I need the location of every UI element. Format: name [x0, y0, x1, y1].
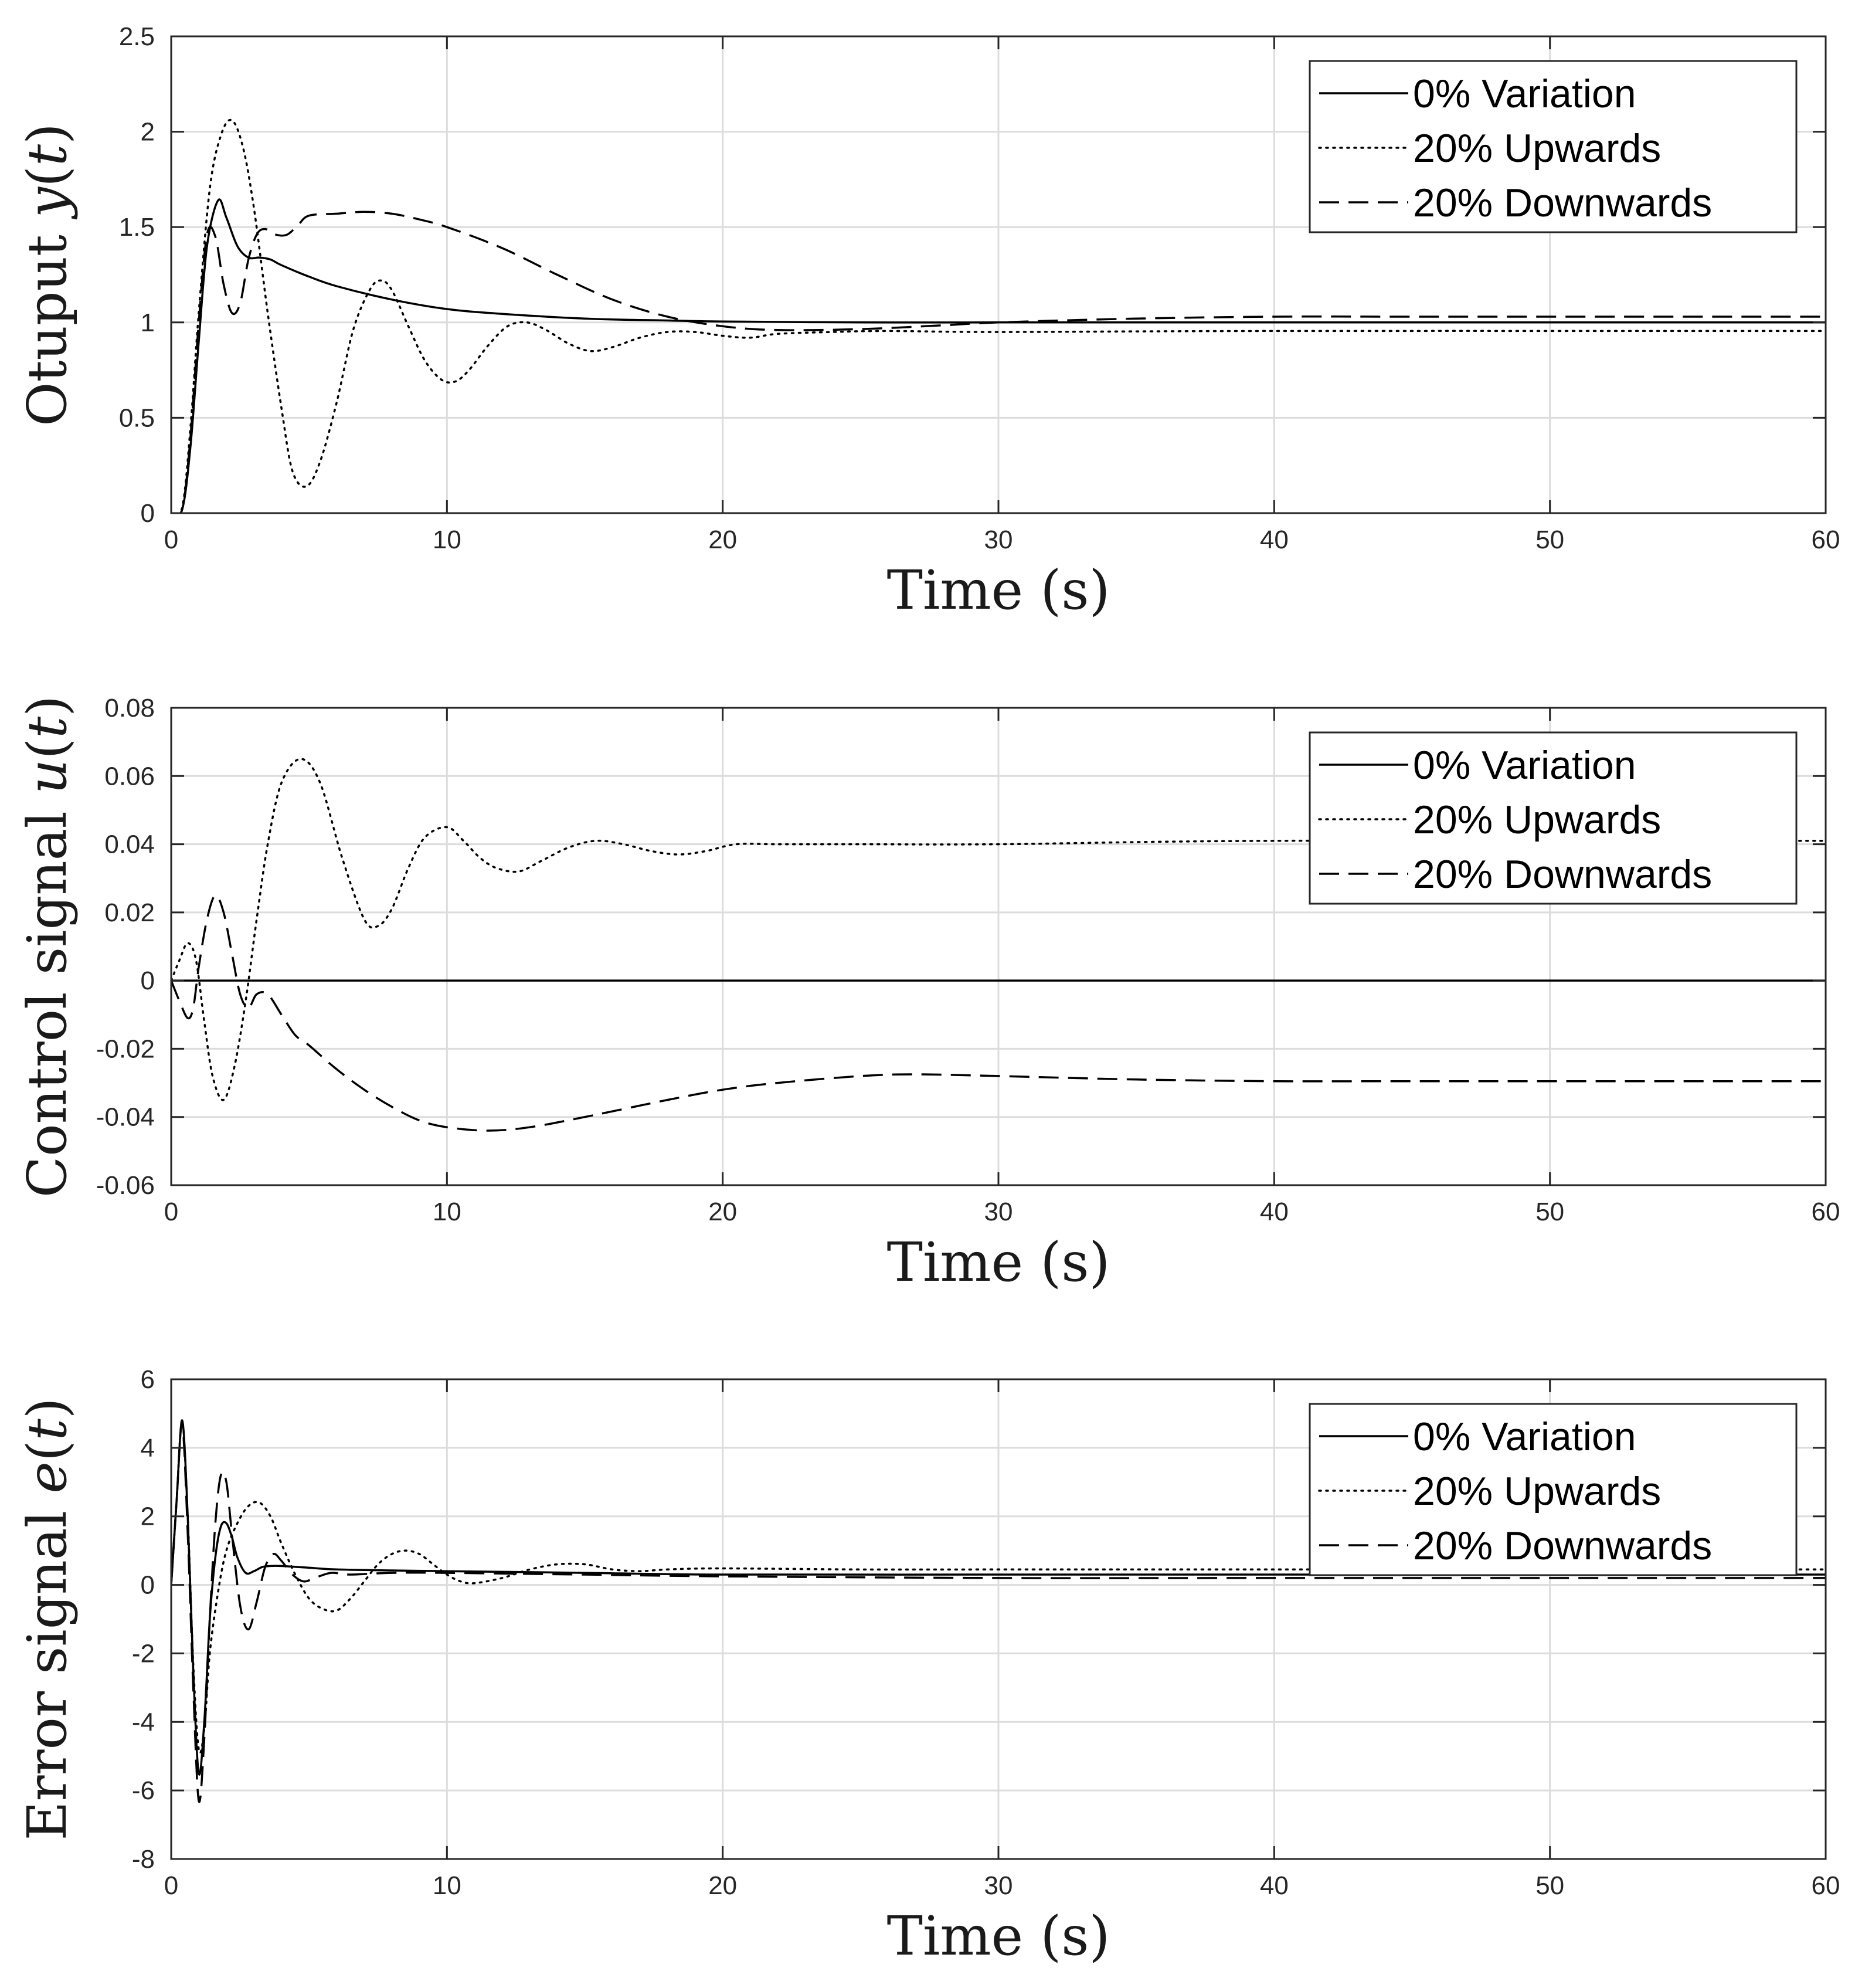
series-group: [171, 758, 1826, 1132]
x-tick-label: 0: [164, 1197, 178, 1226]
y-tick-label: 2: [141, 118, 155, 147]
legend: 0% Variation 20% Upwards 20% Downwards: [1309, 1403, 1798, 1576]
ticks: 0 10 20 30 40 50 60 -8 -6 -4 -2 0 2 4 6: [132, 1365, 1840, 1900]
x-tick-label: 40: [1260, 1197, 1289, 1226]
series-line-solid: [171, 198, 1826, 513]
y-tick-label: 0.06: [104, 762, 155, 791]
x-tick-label: 0: [164, 525, 178, 554]
x-axis-label: Time (s): [887, 1231, 1110, 1294]
chart-2: 0 10 20 30 40 50 60 -0.06 -0.04 -0.02 0 0.02 0.04 0.0…: [16, 694, 1840, 1294]
y-tick-label: 1.5: [119, 213, 155, 242]
x-tick-label: 50: [1535, 525, 1564, 554]
legend-label: 0% Variation: [1413, 1414, 1636, 1459]
x-tick-label: 30: [984, 525, 1013, 554]
series-line-dashed: [171, 894, 1826, 1132]
y-axis-label-part: (: [16, 738, 79, 759]
y-tick-label: 0: [141, 1571, 155, 1600]
x-tick-label: 40: [1260, 525, 1289, 554]
series-group: [171, 1419, 1826, 1803]
y-tick-label: 0.08: [104, 694, 155, 722]
legend-label: 0% Variation: [1413, 72, 1636, 116]
legend: 0% Variation 20% Upwards 20% Downwards: [1309, 731, 1798, 905]
y-tick-label: 1: [141, 308, 155, 337]
y-axis-label: Control signal u(t): [16, 696, 79, 1197]
y-axis-label-part: Error signal: [16, 1494, 79, 1841]
y-axis-label-part: (: [16, 1440, 79, 1461]
y-axis-label-part: t: [16, 716, 79, 738]
x-axis-label: Time (s): [887, 559, 1110, 622]
y-tick-label: 0: [141, 966, 155, 995]
y-tick-label: -6: [132, 1776, 155, 1805]
y-tick-label: 2: [141, 1502, 155, 1531]
y-axis-label-part: e: [16, 1461, 79, 1493]
legend: 0% Variation 20% Upwards 20% Downwards: [1309, 60, 1798, 233]
x-tick-label: 60: [1812, 1871, 1840, 1900]
y-tick-label: 4: [141, 1434, 155, 1463]
series-group: [171, 118, 1826, 513]
x-tick-label: 0: [164, 1871, 178, 1900]
legend-label: 20% Upwards: [1413, 1469, 1661, 1514]
y-tick-label: 0.04: [104, 830, 155, 859]
x-tick-label: 30: [984, 1197, 1013, 1226]
y-axis-label-part: ): [16, 696, 79, 717]
legend-label: 20% Upwards: [1413, 798, 1661, 842]
series-line-dotted: [171, 1419, 1826, 1754]
y-tick-label: 6: [141, 1365, 155, 1394]
y-tick-label: -0.02: [96, 1034, 155, 1063]
y-tick-label: -4: [132, 1708, 155, 1736]
x-tick-label: 10: [433, 1871, 461, 1900]
legend-label: 20% Downwards: [1413, 1524, 1712, 1568]
y-axis-label: Otuput y(t): [16, 123, 79, 426]
x-tick-label: 10: [433, 1197, 461, 1226]
x-tick-label: 30: [984, 1871, 1013, 1900]
legend-label: 20% Downwards: [1413, 852, 1712, 897]
series-line-dashed: [171, 211, 1826, 513]
x-axis-label: Time (s): [887, 1905, 1110, 1967]
y-axis-label-part: y: [16, 186, 79, 220]
y-axis-label-part: (: [16, 166, 79, 187]
series-line-dotted: [171, 758, 1826, 1101]
y-axis-label-part: Control signal: [16, 794, 79, 1197]
x-tick-label: 60: [1812, 1197, 1840, 1226]
y-tick-label: -0.06: [96, 1171, 155, 1200]
legend-label: 0% Variation: [1413, 743, 1636, 788]
y-axis-label-part: u: [16, 759, 79, 794]
x-tick-label: 20: [708, 1197, 737, 1226]
y-tick-label: 0.02: [104, 898, 155, 927]
x-tick-label: 50: [1535, 1197, 1564, 1226]
legend-box: [1309, 60, 1798, 233]
y-axis-label-part: t: [16, 144, 79, 166]
series-line-dotted: [171, 118, 1826, 513]
y-axis-label-part: t: [16, 1418, 79, 1440]
y-tick-label: 0: [141, 499, 155, 528]
x-tick-label: 10: [433, 525, 461, 554]
x-tick-label: 50: [1535, 1871, 1564, 1900]
y-tick-label: -2: [132, 1639, 155, 1668]
y-axis-label-part: Otuput: [16, 218, 79, 426]
y-tick-label: -0.04: [96, 1103, 155, 1132]
chart-3: 0 10 20 30 40 50 60 -8 -6 -4 -2 0 2 4 6 Time (s) Error s…: [16, 1365, 1840, 1967]
x-tick-label: 40: [1260, 1871, 1289, 1900]
chart-1: 0 10 20 30 40 50 60 0 0.5 1 1.5 2 2.5 Time (s) Otuput …: [16, 22, 1840, 622]
legend-box: [1309, 1403, 1798, 1576]
x-tick-label: 60: [1812, 525, 1840, 554]
y-axis-label-part: ): [16, 1397, 79, 1419]
legend-box: [1309, 731, 1798, 905]
series-line-dashed: [171, 1422, 1826, 1803]
x-tick-label: 20: [708, 525, 737, 554]
legend-label: 20% Downwards: [1413, 181, 1712, 225]
y-axis-label: Error signal e(t): [16, 1397, 79, 1840]
y-tick-label: 0.5: [119, 403, 155, 432]
legend-label: 20% Upwards: [1413, 126, 1661, 171]
y-axis-label-part: ): [16, 123, 79, 144]
ticks: 0 10 20 30 40 50 60 -0.06 -0.04 -0.02 0 0.02 0.04 0.0…: [96, 694, 1840, 1226]
y-tick-label: -8: [132, 1845, 155, 1874]
ticks: 0 10 20 30 40 50 60 0 0.5 1 1.5 2 2.5: [119, 22, 1840, 554]
x-tick-label: 20: [708, 1871, 737, 1900]
y-tick-label: 2.5: [119, 22, 155, 51]
